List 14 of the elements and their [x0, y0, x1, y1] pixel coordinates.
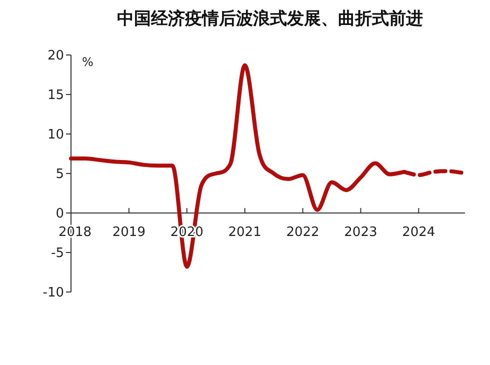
y-tick-label: 5	[56, 167, 64, 182]
y-tick-label: -10	[42, 286, 64, 300]
y-tick-label: -5	[51, 246, 64, 261]
y-tick-label: 10	[47, 128, 64, 142]
x-tick-label: 2024	[402, 225, 436, 240]
x-tick-label: 2021	[228, 225, 262, 240]
y-tick-label: 0	[56, 206, 64, 222]
x-tick-label: 2019	[112, 225, 146, 240]
x-tick-label: 2022	[286, 225, 320, 240]
x-tick-label: 2023	[344, 225, 378, 240]
y-tick-label: 20	[47, 48, 64, 64]
y-tick-label: 15	[47, 88, 64, 103]
y-axis-title: %	[82, 55, 94, 69]
chart-title: 中国经济疫情后波浪式发展、曲折式前进	[117, 9, 423, 29]
